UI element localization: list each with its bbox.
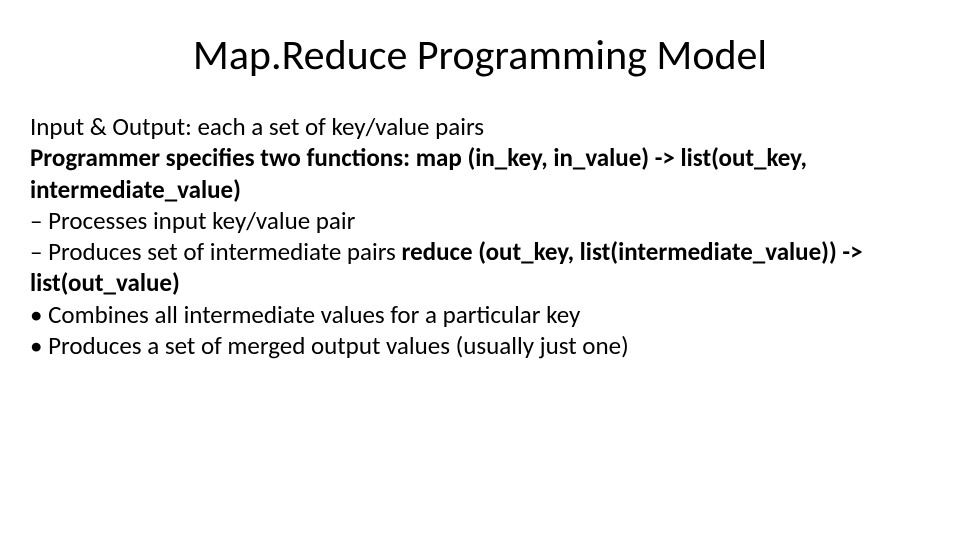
body-line-6: • Produces a set of merged output values… [30, 330, 930, 361]
body-line-2: Programmer specifies two functions: map … [30, 142, 930, 205]
body-line-3: – Processes input key/value pair [30, 205, 930, 236]
slide: Map.Reduce Programming Model Input & Out… [0, 0, 960, 540]
body-line-4: – Produces set of intermediate pairs red… [30, 236, 930, 299]
slide-title: Map.Reduce Programming Model [30, 30, 930, 81]
slide-body: Input & Output: each a set of key/value … [30, 111, 930, 361]
body-line-4-run-1: – Produces set of intermediate pairs [30, 236, 401, 267]
body-line-1: Input & Output: each a set of key/value … [30, 111, 930, 142]
body-line-5: • Combines all intermediate values for a… [30, 299, 930, 330]
